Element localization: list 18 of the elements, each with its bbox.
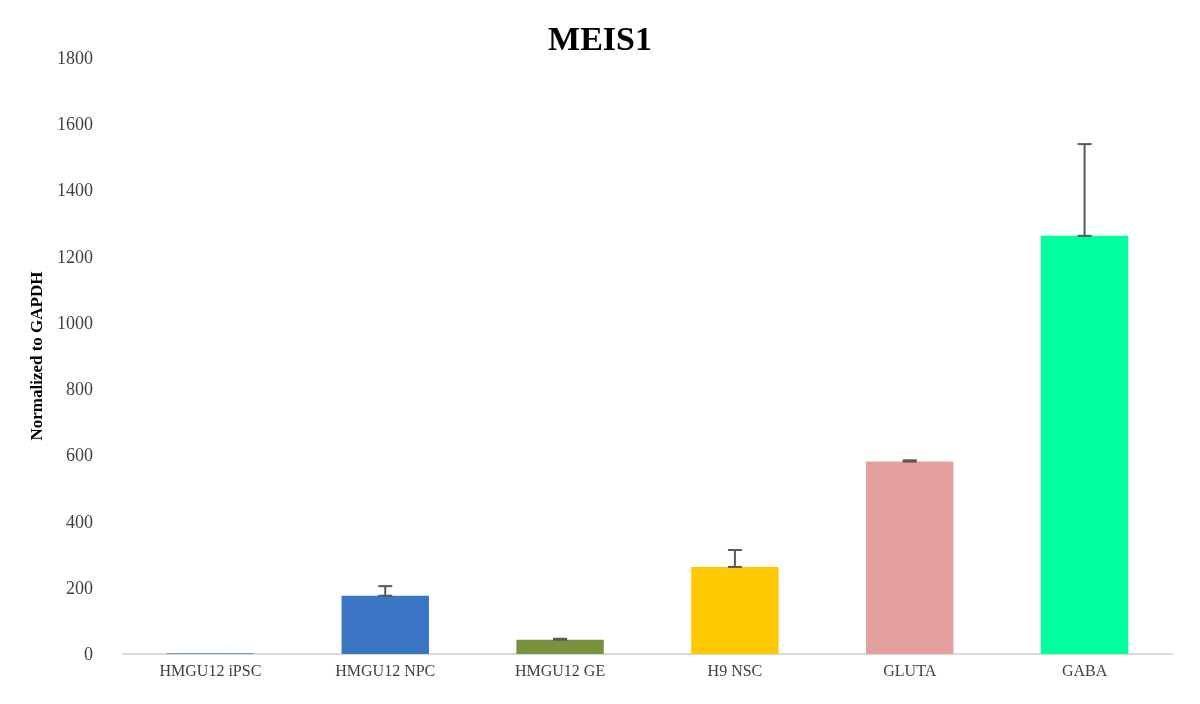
x-tick-label: HMGU12 iPSC: [159, 661, 262, 679]
y-tick-label: 600: [66, 445, 93, 466]
y-tick-label: 1800: [57, 48, 93, 68]
y-axis-title: Normalized to GAPDH: [27, 271, 46, 441]
y-tick-label: 1200: [57, 246, 93, 267]
chart-title: MEIS1: [548, 19, 652, 57]
y-tick-label: 1000: [57, 312, 93, 333]
x-tick-label: HMGU12 NPC: [335, 661, 436, 679]
y-tick-label: 400: [66, 511, 93, 532]
x-tick-label: H9 NSC: [707, 661, 763, 679]
x-tick-label: GLUTA: [883, 661, 937, 679]
y-tick-label: 1400: [57, 180, 93, 201]
x-tick-label: GABA: [1061, 661, 1108, 679]
y-tick-label: 200: [66, 577, 93, 598]
x-tick-label: HMGU12 GE: [514, 661, 606, 679]
y-tick-label: 800: [66, 379, 93, 400]
y-tick-label: 1600: [57, 114, 93, 135]
y-tick-label: 0: [84, 644, 93, 664]
